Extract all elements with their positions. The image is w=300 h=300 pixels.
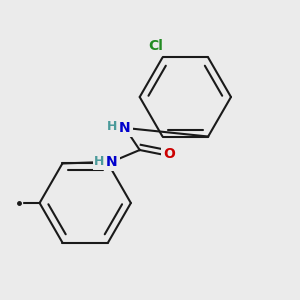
Text: Cl: Cl — [148, 39, 163, 53]
Text: O: O — [163, 147, 175, 161]
Text: N: N — [106, 155, 118, 169]
Text: H: H — [94, 155, 104, 168]
Text: N: N — [119, 121, 131, 135]
Text: H: H — [106, 120, 117, 133]
Circle shape — [15, 200, 22, 206]
